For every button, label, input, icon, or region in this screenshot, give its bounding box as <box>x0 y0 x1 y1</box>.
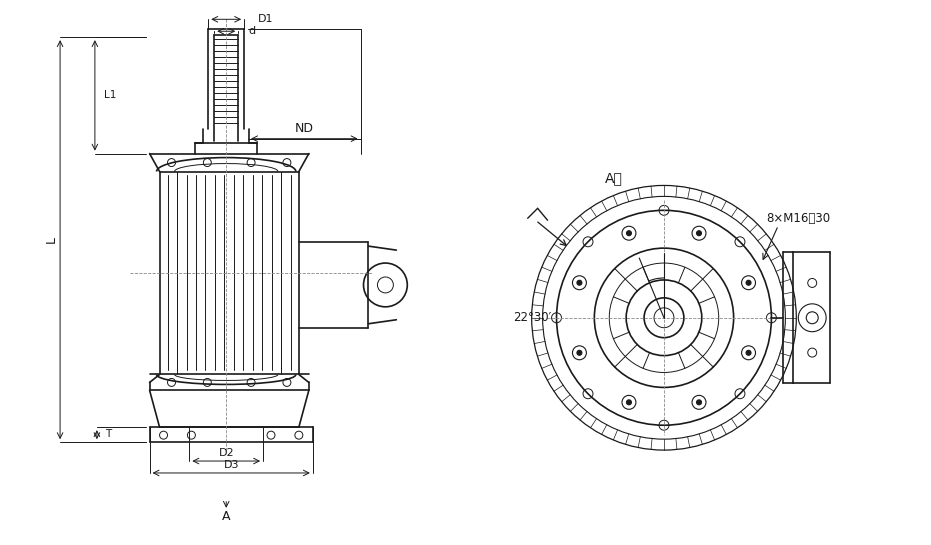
Circle shape <box>746 280 751 285</box>
Text: A向: A向 <box>605 172 623 185</box>
Circle shape <box>746 350 751 355</box>
Text: D1: D1 <box>258 14 274 25</box>
Text: 8×M16淵30: 8×M16淵30 <box>766 212 830 225</box>
Text: D3: D3 <box>223 460 239 470</box>
Text: A: A <box>222 510 231 523</box>
Circle shape <box>627 400 631 405</box>
Circle shape <box>627 231 631 235</box>
Text: d: d <box>249 26 255 36</box>
Text: T: T <box>105 429 111 439</box>
Circle shape <box>696 231 701 235</box>
Text: L: L <box>45 235 58 243</box>
Text: 22°30′: 22°30′ <box>514 311 552 324</box>
Text: L1: L1 <box>104 90 116 100</box>
Text: ND: ND <box>294 122 314 135</box>
Circle shape <box>696 400 701 405</box>
Circle shape <box>577 280 582 285</box>
Circle shape <box>577 350 582 355</box>
Text: D2: D2 <box>219 448 234 458</box>
